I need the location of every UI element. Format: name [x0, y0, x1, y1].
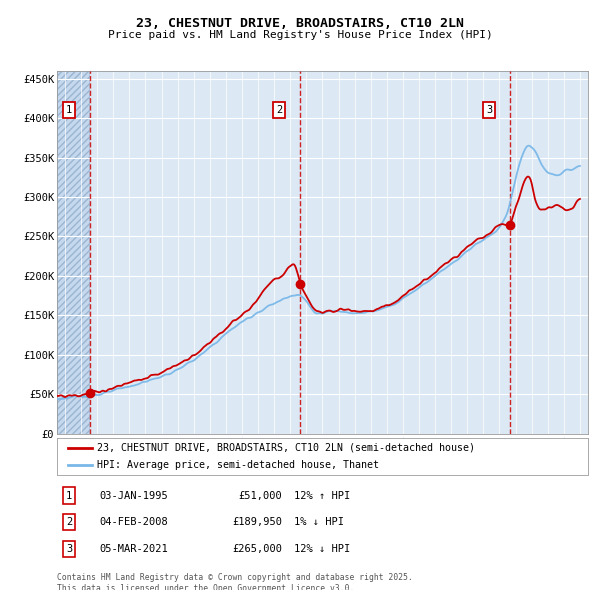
- Text: 04-FEB-2008: 04-FEB-2008: [99, 517, 168, 527]
- Text: HPI: Average price, semi-detached house, Thanet: HPI: Average price, semi-detached house,…: [97, 460, 379, 470]
- Text: 1% ↓ HPI: 1% ↓ HPI: [294, 517, 344, 527]
- Text: 2: 2: [276, 105, 282, 115]
- Bar: [57, 71, 89, 434]
- Text: £189,950: £189,950: [232, 517, 282, 527]
- Text: 23, CHESTNUT DRIVE, BROADSTAIRS, CT10 2LN (semi-detached house): 23, CHESTNUT DRIVE, BROADSTAIRS, CT10 2L…: [97, 443, 475, 453]
- Text: 1: 1: [66, 491, 72, 500]
- Text: 3: 3: [486, 105, 493, 115]
- Text: £51,000: £51,000: [238, 491, 282, 500]
- Text: 05-MAR-2021: 05-MAR-2021: [99, 544, 168, 553]
- Text: Contains HM Land Registry data © Crown copyright and database right 2025.
This d: Contains HM Land Registry data © Crown c…: [57, 573, 413, 590]
- Text: Price paid vs. HM Land Registry's House Price Index (HPI): Price paid vs. HM Land Registry's House …: [107, 30, 493, 40]
- Text: 12% ↑ HPI: 12% ↑ HPI: [294, 491, 350, 500]
- Text: 12% ↓ HPI: 12% ↓ HPI: [294, 544, 350, 553]
- Text: £265,000: £265,000: [232, 544, 282, 553]
- Text: 23, CHESTNUT DRIVE, BROADSTAIRS, CT10 2LN: 23, CHESTNUT DRIVE, BROADSTAIRS, CT10 2L…: [136, 17, 464, 30]
- Text: 03-JAN-1995: 03-JAN-1995: [99, 491, 168, 500]
- Text: 3: 3: [66, 544, 72, 553]
- Text: 1: 1: [65, 105, 72, 115]
- Text: 2: 2: [66, 517, 72, 527]
